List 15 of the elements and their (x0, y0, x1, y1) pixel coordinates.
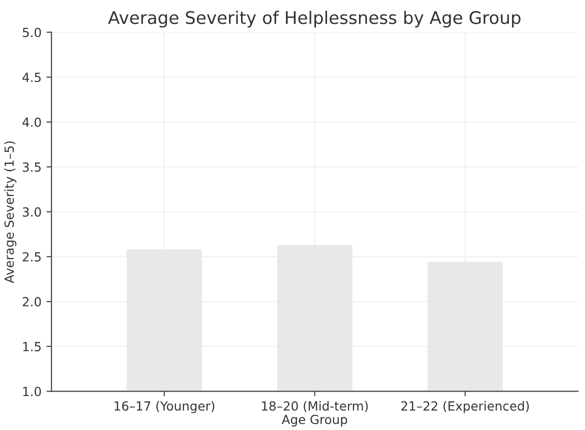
y-tick-label: 1.5 (23, 342, 41, 352)
y-tick-label: 3.5 (22, 162, 41, 172)
y-tick-label: 5.0 (22, 28, 41, 38)
x-tick-label: 16–17 (Younger) (114, 401, 214, 414)
y-tick-label: 1.0 (23, 386, 41, 396)
y-axis-title: Average Severity (1–5) (4, 141, 16, 284)
y-tick-label: 4.5 (22, 72, 41, 82)
y-tick-label: 4.0 (22, 117, 41, 127)
y-tick-label: 3.0 (22, 207, 41, 217)
x-axis-title: Age Group (282, 414, 348, 427)
y-tick-label: 2.0 (22, 297, 41, 306)
chart-title: Average Severity of Helplessness by Age Group (108, 10, 521, 28)
y-tick-label: 2.5 (22, 252, 41, 262)
x-tick-label: 21–22 (Experienced) (401, 401, 529, 414)
x-tick-label: 18–20 (Mid-term) (262, 401, 368, 412)
